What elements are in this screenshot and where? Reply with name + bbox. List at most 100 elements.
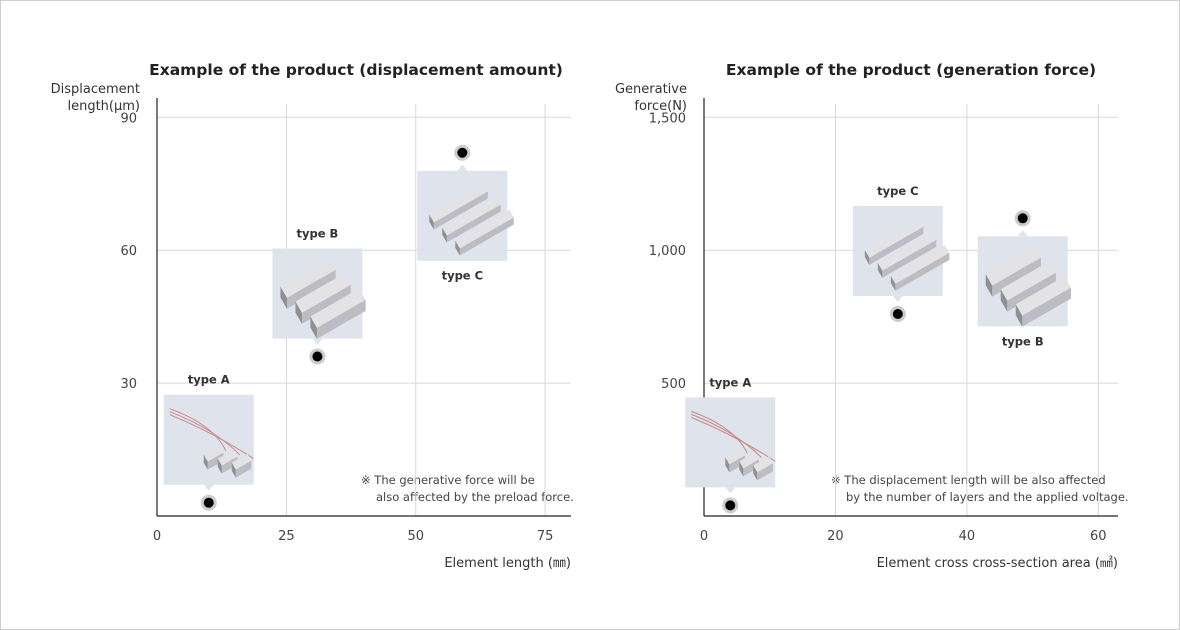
rod-side-face <box>882 239 937 278</box>
rod-end-face <box>231 462 236 478</box>
x-tick-label: 40 <box>959 529 976 544</box>
image-pointer <box>203 484 214 491</box>
rod-end-face <box>295 301 302 324</box>
rod-side-face <box>286 269 336 309</box>
image-pointer <box>725 487 736 494</box>
x-tick-label: 75 <box>537 529 554 544</box>
chart2-ylabel-line1: Generative <box>615 82 687 97</box>
rod-end-face <box>203 454 208 470</box>
lead-wire <box>691 410 748 454</box>
rod-side-face <box>207 452 224 470</box>
rod-side-face <box>446 204 501 243</box>
y-tick-label: 90 <box>120 111 137 126</box>
rod-end-face <box>429 214 434 230</box>
data-point-group: type C <box>417 144 514 283</box>
rod-top-face <box>217 449 238 466</box>
chart1-note-line2: also affected by the preload force. <box>376 490 574 504</box>
rod-end-face <box>753 465 758 481</box>
y-tick-label: 500 <box>661 377 686 392</box>
lead-wire <box>169 414 255 460</box>
rod-side-face <box>743 459 759 477</box>
rod-side-face <box>757 463 773 481</box>
image-pointer <box>1017 230 1028 237</box>
chart2-note-line1: ※ The displacement length will be also a… <box>831 473 1106 487</box>
point-label: type A <box>188 373 230 387</box>
chart2-xlabel: Element cross cross-section area (㎟) <box>877 556 1118 571</box>
rod-end-face <box>864 249 870 265</box>
data-point <box>203 497 214 508</box>
y-tick-label: 1,500 <box>649 111 686 126</box>
rod-end-face <box>442 227 447 243</box>
rod-side-face <box>433 191 488 230</box>
x-tick-label: 25 <box>278 529 295 544</box>
chart2-plot: 0 20 40 60 500 1,000 1,500 type A type C type B <box>649 98 1118 544</box>
rod-end-face <box>455 240 460 256</box>
rod-top-face <box>1015 276 1071 316</box>
product-image-wired-small-rods <box>169 408 255 478</box>
rod-side-face <box>1007 272 1056 312</box>
data-point <box>725 500 736 511</box>
product-image-square-block-rods <box>985 246 1071 327</box>
rod-top-face <box>231 453 252 470</box>
rod-end-face <box>890 275 896 291</box>
rod-side-face <box>1022 287 1071 327</box>
chart1-xlabel: Element length (㎜) <box>444 556 571 571</box>
rod-end-face <box>739 461 744 477</box>
image-pointer <box>457 164 468 171</box>
rod-end-face <box>985 274 993 297</box>
product-image-square-block-rods <box>280 258 366 339</box>
rod-top-face <box>890 244 950 284</box>
rod-top-face <box>864 218 924 258</box>
rod-end-face <box>310 316 317 339</box>
rod-side-face <box>992 257 1041 297</box>
x-tick-label: 0 <box>153 529 161 544</box>
image-pointer <box>892 295 903 302</box>
rod-side-face <box>301 284 351 324</box>
rod-top-face <box>280 258 336 298</box>
rod-side-face <box>729 455 745 473</box>
rod-side-face <box>316 299 366 339</box>
rod-top-face <box>442 196 501 236</box>
data-point <box>892 308 903 319</box>
rod-top-face <box>455 209 514 249</box>
chart2-title: Example of the product (generation force… <box>726 61 1096 79</box>
data-point <box>1017 213 1028 224</box>
y-tick-label: 60 <box>120 244 137 259</box>
data-point-group: type B <box>272 227 366 365</box>
x-tick-label: 20 <box>827 529 844 544</box>
image-pointer <box>312 338 323 345</box>
product-image-wired-small-rods <box>691 410 776 481</box>
chart1-ylabel-line1: Displacement <box>51 82 140 97</box>
data-point-group: type A <box>163 373 255 511</box>
point-label: type C <box>877 184 918 198</box>
rod-side-face <box>869 226 924 265</box>
rod-side-face <box>221 456 238 474</box>
rod-top-face <box>753 456 773 473</box>
rod-end-face <box>217 458 222 474</box>
x-tick-label: 0 <box>700 529 708 544</box>
lead-wire <box>691 413 762 458</box>
rod-side-face <box>895 252 950 291</box>
lead-wire <box>691 416 776 462</box>
chart1-ylabel-line2: length(μm) <box>67 99 140 114</box>
chart1-plot: 0 25 50 75 30 60 90 type A type B type C <box>120 98 571 544</box>
rod-end-face <box>1000 289 1008 312</box>
chart1-title: Example of the product (displacement amo… <box>149 61 563 79</box>
data-point <box>457 147 468 158</box>
rod-top-face <box>203 445 224 462</box>
point-label: type B <box>297 227 339 241</box>
x-tick-label: 50 <box>407 529 424 544</box>
y-tick-label: 30 <box>120 377 137 392</box>
product-image-thin-long-rods <box>864 218 950 291</box>
rod-top-face <box>429 183 488 223</box>
rod-top-face <box>295 273 351 313</box>
chart2-note-line2: by the number of layers and the applied … <box>846 490 1129 504</box>
point-label: type A <box>709 375 751 389</box>
point-label: type B <box>1002 334 1044 348</box>
chart1-note-line1: ※ The generative force will be <box>361 473 535 487</box>
x-tick-label: 60 <box>1090 529 1107 544</box>
data-point-group: type C <box>852 184 950 322</box>
point-label: type C <box>442 269 483 283</box>
rod-end-face <box>280 286 287 309</box>
